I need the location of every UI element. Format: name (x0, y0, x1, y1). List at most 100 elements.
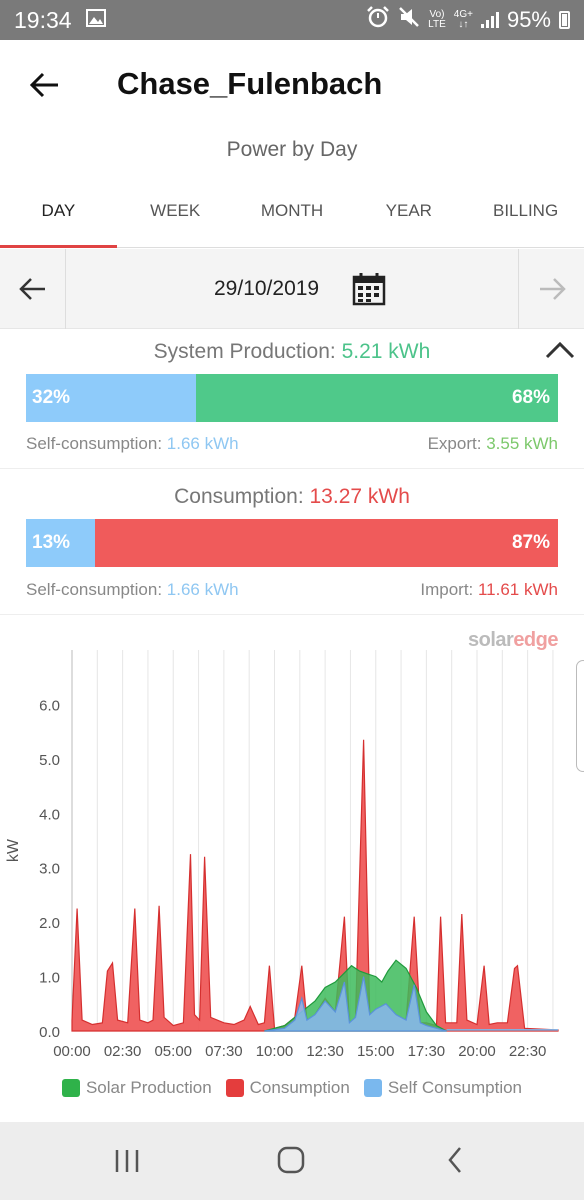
date-navigator: 29/10/2019 (0, 249, 584, 329)
volte-indicator: Vo) LTE (428, 10, 446, 30)
production-self-label: Self-consumption: (26, 434, 167, 453)
tab-day[interactable]: DAY (0, 180, 117, 248)
production-self-pct: 32% (32, 387, 71, 408)
consumption-self-pct: 13% (32, 532, 71, 553)
system-nav-bar (0, 1122, 584, 1200)
volte-line1: Vo) (429, 9, 445, 20)
production-self-segment: 32% (26, 374, 197, 422)
x-tick-label: 10:00 (256, 1043, 294, 1060)
y-tick-label: 5.0 (39, 752, 60, 769)
network-indicator: 4G+ ↓↑ (453, 9, 473, 30)
battery-percent: 95% (506, 7, 551, 32)
site-title: Chase_Fulenbach (117, 66, 383, 101)
consumption-import: Import: 11.61 kWh (420, 580, 558, 600)
power-chart[interactable]: 0.0 1.0 2.0 3.0 4.0 5.0 6.0 00:00 02:30 05:00 07:3… (0, 640, 584, 1070)
y-tick-label: 2.0 (39, 915, 60, 932)
status-time: 19:34 (14, 6, 72, 33)
x-tick-label: 05:00 (154, 1043, 192, 1060)
tab-year[interactable]: YEAR (385, 201, 432, 220)
home-icon[interactable] (276, 1142, 306, 1178)
next-day-button[interactable] (518, 249, 584, 329)
alarm-icon (366, 6, 390, 34)
consumption-self-consumption: Self-consumption: 1.66 kWh (26, 580, 239, 600)
logo-edge: edge (513, 629, 558, 651)
volte-line2: LTE (428, 19, 446, 30)
network-type: 4G+ (453, 9, 473, 20)
production-self-value: 1.66 kWh (166, 434, 239, 453)
consumption-self-label: Self-consumption: (26, 580, 167, 599)
chart-legend: Solar Production Consumption Self Consum… (0, 1078, 584, 1098)
selected-date[interactable]: 29/10/2019 (214, 277, 320, 300)
x-tick-label: 07:30 (205, 1043, 243, 1060)
gallery-icon (85, 7, 106, 33)
production-export-label: Export: (427, 434, 487, 453)
consumption-bar: 13% 87% (26, 519, 558, 567)
y-tick-label: 4.0 (39, 806, 60, 823)
series-self-consumption (264, 976, 447, 1032)
back-arrow-icon[interactable] (28, 68, 62, 102)
y-tick-label: 3.0 (39, 861, 60, 878)
divider (0, 614, 584, 615)
side-scroll-handle[interactable] (576, 660, 584, 772)
x-tick-label: 02:30 (104, 1043, 142, 1060)
y-tick-label: 0.0 (39, 1024, 60, 1041)
solaredge-logo: solaredge (468, 629, 558, 652)
consumption-import-label: Import: (420, 580, 478, 599)
app-bar: Chase_Fulenbach (0, 40, 584, 132)
page-subtitle: Power by Day (226, 138, 358, 161)
y-tick-label: 6.0 (39, 697, 60, 714)
x-tick-label: 15:00 (357, 1043, 395, 1060)
legend-swatch-consumption (225, 1079, 244, 1097)
consumption-import-segment: 87% (95, 519, 558, 567)
production-bar: 32% 68% (26, 374, 558, 422)
x-tick-label: 12:30 (306, 1043, 344, 1060)
consumption-import-pct: 87% (511, 532, 550, 553)
legend-item-solar[interactable]: Solar Production (61, 1078, 212, 1098)
x-tick-label: 22:30 (509, 1043, 547, 1060)
arrow-left-icon (18, 278, 45, 300)
legend-swatch-self (363, 1079, 382, 1097)
production-breakdown: Self-consumption: 1.66 kWh Export: 3.55 … (26, 434, 558, 454)
consumption-breakdown: Self-consumption: 1.66 kWh Import: 11.61… (26, 580, 558, 600)
series-consumption (71, 739, 559, 1032)
status-bar: 19:34 Vo) LTE 4G+ ↓↑ 95% (0, 0, 584, 40)
period-tabs: DAY WEEK MONTH YEAR BILLING (0, 180, 584, 248)
chevron-up-icon[interactable] (544, 340, 576, 360)
consumption-title: Consumption: 13.27 kWh (0, 485, 584, 509)
x-tick-label: 00:00 (53, 1043, 91, 1060)
logo-solar: solar (468, 629, 514, 651)
production-value: 5.21 kWh (341, 340, 431, 363)
back-icon[interactable] (442, 1142, 468, 1178)
production-export-value: 3.55 kWh (486, 434, 558, 453)
production-self-consumption: Self-consumption: 1.66 kWh (26, 434, 239, 454)
y-tick-label: 1.0 (39, 970, 60, 987)
signal-icon (480, 12, 499, 28)
tab-month[interactable]: MONTH (260, 201, 324, 220)
battery-icon (559, 11, 570, 29)
previous-day-button[interactable] (0, 249, 66, 329)
tab-week[interactable]: WEEK (150, 201, 201, 220)
x-tick-label: 17:30 (408, 1043, 446, 1060)
divider (0, 468, 584, 469)
legend-item-consumption[interactable]: Consumption (225, 1078, 350, 1098)
consumption-label: Consumption: (174, 485, 310, 508)
legend-item-self[interactable]: Self Consumption (363, 1078, 522, 1098)
legend-label-consumption: Consumption (249, 1078, 350, 1097)
production-title: System Production: 5.21 kWh (0, 340, 584, 364)
calendar-icon[interactable] (352, 272, 386, 306)
y-axis-label: kW (5, 838, 22, 862)
x-tick-label: 20:00 (458, 1043, 496, 1060)
arrow-right-icon (539, 278, 566, 300)
production-export: Export: 3.55 kWh (428, 434, 558, 454)
consumption-value: 13.27 kWh (309, 485, 410, 508)
mute-icon (398, 6, 420, 34)
production-label: System Production: (153, 340, 342, 363)
consumption-import-value: 11.61 kWh (477, 580, 558, 599)
legend-label-solar: Solar Production (85, 1078, 212, 1097)
tab-billing[interactable]: BILLING (492, 201, 559, 220)
legend-swatch-solar (61, 1079, 80, 1097)
recents-icon[interactable] (113, 1142, 141, 1178)
consumption-self-value: 1.66 kWh (166, 580, 239, 599)
production-export-segment: 68% (196, 374, 558, 422)
production-export-pct: 68% (511, 387, 550, 408)
